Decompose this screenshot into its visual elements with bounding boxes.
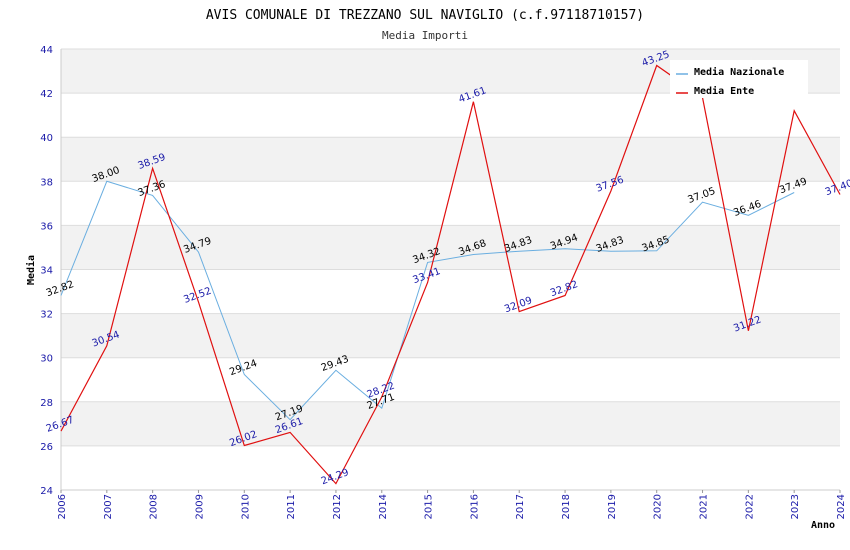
plot-band — [61, 137, 840, 182]
plot-band — [61, 445, 840, 490]
x-axis-label: Anno — [811, 520, 835, 531]
series-lines — [60, 64, 841, 485]
legend-label: Media Nazionale — [694, 66, 784, 78]
x-tick-label: 2011 — [286, 494, 297, 519]
y-axis-label: Media — [25, 255, 37, 285]
y-tick-label: 34 — [40, 266, 53, 277]
series-line-media-nazionale — [60, 180, 795, 421]
plot-band — [61, 357, 840, 402]
y-tick-label: 38 — [40, 177, 53, 188]
chart-subtitle: Media Importi — [382, 29, 468, 42]
y-tick-label: 44 — [40, 45, 53, 56]
y-axis-ticks: 24 26 28 30 32 34 36 38 40 42 44 — [40, 45, 53, 497]
x-tick-label: 2019 — [607, 494, 618, 519]
x-tick-label: 2006 — [57, 494, 68, 519]
y-tick-label: 40 — [40, 133, 53, 144]
y-tick-label: 28 — [40, 398, 53, 409]
x-tick-label: 2022 — [744, 494, 755, 519]
y-tick-label: 36 — [40, 221, 53, 232]
y-tick-label: 30 — [40, 354, 53, 365]
plot-band — [61, 313, 840, 358]
x-tick-label: 2018 — [561, 494, 572, 519]
plot-band — [61, 93, 840, 138]
legend-label: Media Ente — [694, 85, 754, 97]
legend: Media Nazionale Media Ente — [670, 60, 808, 98]
plot-band — [61, 225, 840, 270]
x-tick-label: 2007 — [103, 494, 114, 519]
plot-band — [61, 181, 840, 226]
y-tick-label: 26 — [40, 442, 53, 453]
x-tick-label: 2023 — [790, 494, 801, 519]
chart-title: AVIS COMUNALE DI TREZZANO SUL NAVIGLIO (… — [206, 8, 644, 23]
series-line-media-ente — [60, 64, 841, 485]
plot-band — [61, 269, 840, 314]
y-tick-label: 42 — [40, 89, 53, 100]
x-tick-label: 2021 — [699, 494, 710, 519]
x-tick-label: 2014 — [378, 494, 389, 519]
x-tick-label: 2020 — [653, 494, 664, 519]
x-tick-label: 2012 — [332, 494, 343, 519]
x-axis-ticks: 2006 2007 2008 2009 2010 2011 2012 2014 2015 2016… — [57, 490, 847, 519]
y-tick-label: 24 — [40, 486, 53, 497]
y-tick-label: 32 — [40, 310, 53, 321]
x-tick-label: 2009 — [194, 494, 205, 519]
x-tick-label: 2016 — [469, 494, 480, 519]
x-tick-label: 2015 — [424, 494, 435, 519]
x-tick-label: 2017 — [515, 494, 526, 519]
plot-band — [61, 401, 840, 446]
x-tick-label: 2024 — [836, 494, 847, 519]
x-tick-label: 2008 — [149, 494, 160, 519]
plot-bands — [61, 49, 840, 490]
x-tick-label: 2010 — [240, 494, 251, 519]
legend-box — [670, 60, 808, 98]
